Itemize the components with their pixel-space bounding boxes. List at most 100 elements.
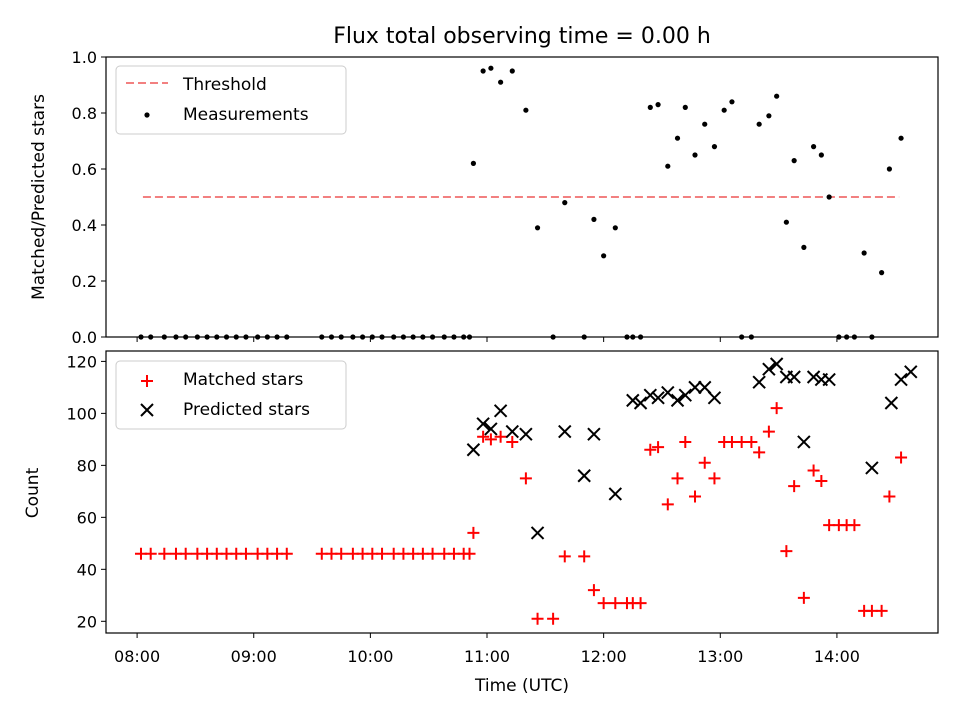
- predicted-star-point: [678, 388, 692, 402]
- matched-star-point: [578, 550, 591, 563]
- top-x-ticks: [136, 337, 838, 342]
- top-y-axis-label: Matched/Predicted stars: [29, 94, 49, 300]
- measurement-point: [509, 68, 515, 74]
- predicted-star-point: [670, 393, 685, 408]
- bottom-y-ticks: 20 40 60 80 100 120: [66, 352, 106, 631]
- predicted-star-point: [884, 396, 899, 410]
- bottom-y-tick-label: 120: [66, 352, 97, 371]
- measurement-point: [682, 104, 688, 110]
- measurement-point: [801, 244, 807, 250]
- matched-star-point: [745, 435, 758, 448]
- measurement-point: [647, 104, 653, 110]
- measurement-point: [498, 79, 504, 85]
- matched-star-point: [661, 498, 674, 511]
- chart-title: Flux total observing time = 0.00 h: [333, 24, 711, 49]
- measurement-point: [791, 158, 797, 164]
- predicted-star-point: [530, 526, 545, 540]
- predicted-star-point: [661, 385, 675, 400]
- predicted-star-point: [769, 357, 784, 371]
- predicted-star-point: [587, 427, 601, 441]
- top-plot-marks: [138, 65, 904, 340]
- matched-star-point: [895, 451, 908, 464]
- matched-star-point: [239, 547, 252, 560]
- predicted-star-point: [484, 422, 498, 436]
- measurement-point: [591, 216, 597, 222]
- measurement-point: [601, 253, 607, 259]
- legend-measurements-label: Measurements: [183, 105, 309, 125]
- matched-star-point: [467, 526, 480, 539]
- matched-star-point: [634, 597, 647, 610]
- matched-star-point: [671, 472, 684, 485]
- predicted-star-point: [476, 417, 490, 431]
- predicted-star-point: [787, 370, 801, 384]
- x-tick-label: 08:00: [114, 647, 160, 666]
- matched-star-point: [280, 547, 293, 560]
- x-axis-label: Time (UTC): [474, 676, 569, 696]
- predicted-star-point: [894, 372, 908, 387]
- predicted-star-point: [519, 427, 533, 441]
- matched-star-point: [144, 547, 157, 560]
- measurement-point: [655, 102, 661, 108]
- measurement-point: [898, 135, 904, 141]
- bottom-y-tick-label: 80: [77, 456, 97, 475]
- matched-star-point: [753, 446, 766, 459]
- predicted-star-point: [762, 362, 776, 376]
- matched-star-point: [587, 584, 600, 597]
- x-tick-label: 09:00: [231, 647, 277, 666]
- predicted-star-point: [752, 375, 766, 389]
- measurement-point: [523, 107, 529, 113]
- bottom-axes-frame: [105, 350, 939, 634]
- predicted-star-point: [707, 391, 722, 405]
- matched-star-point: [426, 547, 439, 560]
- predicted-star-point: [577, 469, 591, 483]
- measurement-point: [810, 144, 817, 150]
- measurement-point: [766, 113, 772, 119]
- matched-star-point: [494, 430, 507, 443]
- predicted-star-point: [633, 396, 648, 410]
- matched-star-point: [788, 480, 801, 493]
- measurement-point: [886, 166, 893, 172]
- matched-star-point: [484, 433, 497, 446]
- legend-predicted-swatch: [140, 403, 154, 417]
- measurement-point: [702, 121, 708, 127]
- bottom-legend-box: [115, 360, 347, 430]
- bottom-y-tick-label: 60: [77, 508, 97, 527]
- predicted-star-point: [493, 404, 508, 418]
- predicted-star-point: [688, 380, 702, 395]
- matched-star-point: [179, 547, 192, 560]
- measurement-point: [480, 68, 486, 74]
- bottom-y-axis-label: Count: [23, 467, 43, 518]
- measurement-point: [612, 225, 618, 231]
- bottom-y-tick-label: 20: [77, 612, 97, 631]
- x-tick-label: 11:00: [464, 647, 510, 666]
- top-panel: Matched/Predicted stars 0.0 0.2 0.4 0.6 0.8 1…: [29, 48, 939, 347]
- legend-threshold-label: Threshold: [182, 75, 267, 95]
- bottom-legend: Matched stars Predicted stars: [115, 360, 347, 430]
- measurement-point: [562, 200, 568, 206]
- predicted-star-point: [797, 435, 811, 449]
- top-y-tick-label: 0.0: [72, 328, 97, 347]
- predicted-star-point: [558, 424, 572, 439]
- predicted-star-point: [608, 487, 623, 501]
- measurement-point: [721, 107, 727, 113]
- predicted-star-point: [651, 391, 665, 405]
- top-y-tick-label: 0.6: [72, 160, 97, 179]
- measurement-point: [826, 194, 832, 200]
- measurement-point: [861, 250, 867, 256]
- bottom-panel: Count Time (UTC) 20 40 60 80 100 120 08:00 09:…: [23, 350, 939, 696]
- matched-star-point: [883, 490, 896, 503]
- measurement-point: [470, 160, 477, 166]
- matched-star-point: [158, 547, 171, 560]
- matched-star-point: [506, 435, 519, 448]
- legend-matched-label: Matched stars: [183, 370, 303, 390]
- x-tick-label: 10:00: [347, 647, 393, 666]
- measurement-point: [665, 163, 671, 169]
- matched-star-point: [698, 456, 711, 469]
- matched-star-point: [376, 547, 389, 560]
- predicted-star-point: [643, 388, 658, 402]
- matched-star-point: [335, 547, 348, 560]
- predicted-star-point: [806, 370, 821, 384]
- x-tick-label: 12:00: [581, 647, 627, 666]
- measurement-point: [783, 219, 789, 225]
- measurement-point: [534, 225, 541, 231]
